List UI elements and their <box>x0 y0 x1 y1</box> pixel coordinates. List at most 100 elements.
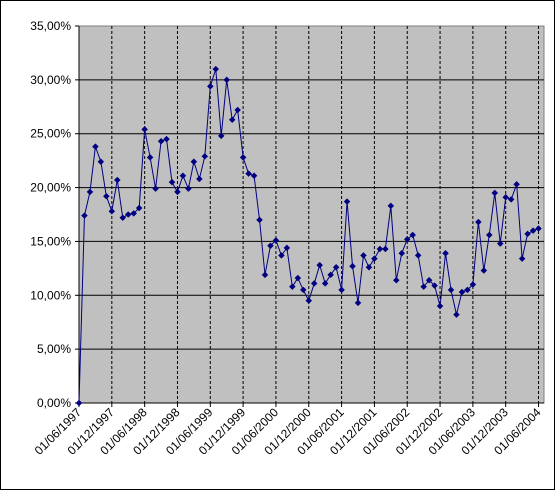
data-point <box>223 76 231 84</box>
y-tick-label: 25,00% <box>30 127 71 141</box>
data-point <box>234 106 242 114</box>
data-point <box>502 193 510 201</box>
data-point <box>278 252 285 259</box>
data-point <box>409 231 417 239</box>
data-point <box>108 207 116 215</box>
data-point <box>130 210 138 217</box>
data-point <box>376 245 384 253</box>
y-tick-label: 30,00% <box>30 73 71 87</box>
data-point <box>146 154 154 161</box>
data-point <box>496 240 504 247</box>
horizontal-gridlines <box>75 25 544 404</box>
data-point <box>86 188 94 196</box>
data-point <box>124 211 132 218</box>
data-point <box>403 235 411 243</box>
data-point <box>338 286 345 294</box>
y-axis-tick-labels: 0,00% 5,00% 10,00% 15,00% 20,00% 25,00% 30,00%… <box>30 19 71 410</box>
y-tick-label: 15,00% <box>30 234 71 248</box>
data-point <box>239 154 247 161</box>
data-point <box>185 185 192 193</box>
data-point <box>267 242 274 250</box>
data-point <box>212 65 220 73</box>
data-point <box>327 271 335 279</box>
y-tick-label: 0,00% <box>37 396 71 410</box>
data-point <box>228 116 236 124</box>
data-point <box>245 170 252 177</box>
data-point <box>436 302 444 310</box>
data-point <box>491 189 499 197</box>
data-point <box>485 231 493 239</box>
data-point <box>256 216 263 224</box>
data-point <box>529 227 537 235</box>
data-point <box>272 236 280 244</box>
data-point <box>381 245 389 253</box>
data-point <box>398 249 406 257</box>
data-point <box>217 132 225 140</box>
data-point <box>316 261 324 269</box>
data-point <box>469 281 477 288</box>
data-point <box>81 212 88 219</box>
data-point <box>360 252 367 259</box>
data-point <box>354 299 362 307</box>
data-point <box>299 286 307 294</box>
data-point <box>332 263 340 271</box>
data-point <box>179 172 187 180</box>
data-point <box>420 283 428 291</box>
y-tick-label: 10,00% <box>30 288 71 302</box>
data-point <box>261 271 269 279</box>
data-point <box>97 158 105 166</box>
data-point <box>190 158 198 166</box>
data-point <box>392 276 400 284</box>
data-point <box>464 286 471 294</box>
data-point <box>387 202 395 210</box>
data-point <box>92 143 99 150</box>
data-point <box>141 126 149 133</box>
data-point <box>453 311 460 319</box>
data-point <box>163 135 170 143</box>
data-point <box>201 152 209 160</box>
data-point <box>425 276 433 284</box>
plot-area <box>78 25 545 404</box>
data-point <box>442 249 449 257</box>
y-tick-label: 35,00% <box>30 19 71 33</box>
data-point <box>480 267 488 274</box>
data-point <box>365 263 373 271</box>
data-point <box>102 192 110 200</box>
data-point <box>168 178 176 186</box>
data-point <box>513 180 521 188</box>
data-point <box>174 188 181 196</box>
data-point <box>507 196 515 203</box>
data-point <box>310 280 318 287</box>
series-group <box>75 65 542 407</box>
data-point <box>283 244 291 252</box>
data-point <box>206 82 214 90</box>
data-point <box>349 262 356 270</box>
data-point <box>371 255 378 263</box>
axes <box>78 26 544 404</box>
y-tick-label: 20,00% <box>30 181 71 195</box>
data-point <box>431 282 438 289</box>
data-point <box>524 230 531 238</box>
data-point <box>535 225 542 232</box>
data-point <box>518 255 526 263</box>
data-point <box>305 297 313 305</box>
data-point <box>343 198 351 205</box>
data-point <box>474 218 482 226</box>
data-point <box>321 280 329 287</box>
data-point <box>152 185 159 193</box>
data-point <box>447 286 455 294</box>
data-point <box>75 399 83 407</box>
y-tick-label: 5,00% <box>37 342 71 356</box>
data-point <box>157 137 165 145</box>
data-point <box>119 214 127 222</box>
data-point <box>288 283 296 291</box>
data-point <box>250 172 258 180</box>
data-point <box>113 176 121 184</box>
data-point <box>294 274 302 282</box>
data-point <box>414 252 422 259</box>
data-point <box>195 175 203 183</box>
data-point <box>458 288 466 296</box>
x-axis-tick-labels: 01/06/199701/12/199701/06/199801/12/1998… <box>32 405 544 458</box>
data-point <box>135 204 143 212</box>
